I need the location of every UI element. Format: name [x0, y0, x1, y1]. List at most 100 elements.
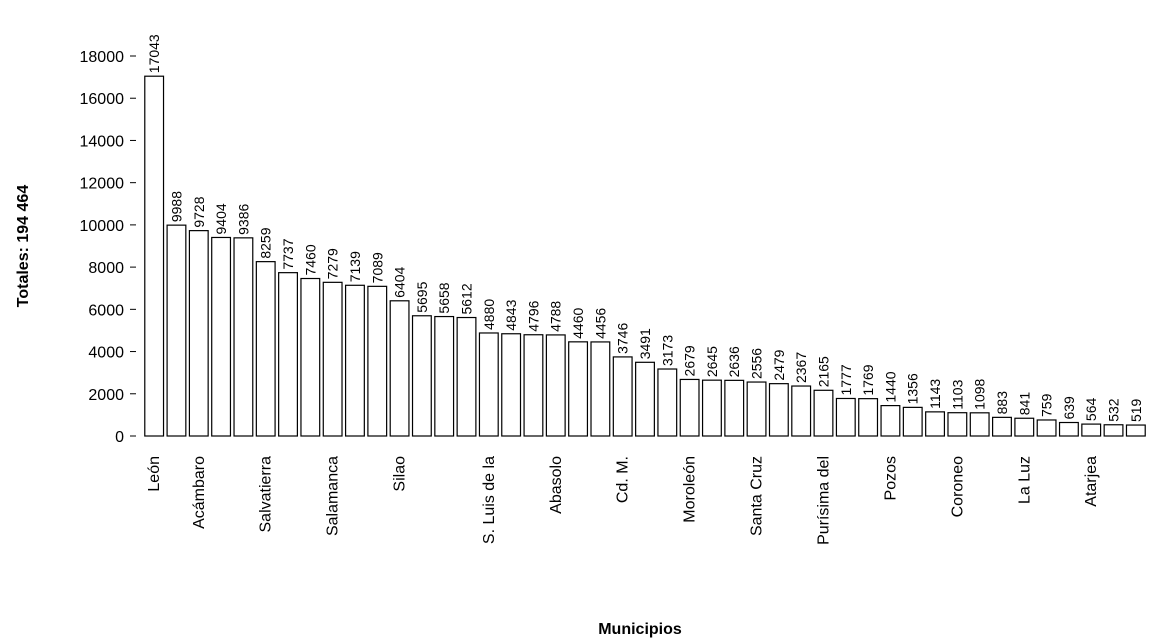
- data-label: 9728: [191, 196, 207, 227]
- bar: [724, 379, 745, 437]
- bar: [211, 236, 232, 437]
- y-tick-label: 6000: [88, 302, 124, 319]
- data-label: 7139: [347, 251, 363, 282]
- x-tick-label: Silao: [392, 456, 409, 492]
- data-label: 532: [1106, 398, 1122, 422]
- bar: [568, 341, 589, 437]
- bar: [278, 272, 298, 437]
- data-label: 7460: [302, 244, 318, 275]
- bar: [657, 368, 678, 437]
- y-tick-label: 10000: [80, 218, 125, 235]
- x-tick-label: Moroleón: [682, 456, 699, 523]
- data-label: 2479: [771, 349, 787, 380]
- y-tick-label: 8000: [88, 260, 124, 277]
- bar: [501, 333, 522, 437]
- category-labels: León Acámbaro Salvatierra Salamanca Silao S. …: [146, 456, 1100, 545]
- bar: [992, 416, 1012, 437]
- bar: [635, 361, 655, 437]
- x-tick-label: Salvatierra: [258, 456, 275, 533]
- bar: [1081, 423, 1102, 437]
- data-label: 4788: [548, 301, 564, 332]
- data-label: 3491: [637, 328, 653, 359]
- bar: [166, 224, 187, 437]
- bar: [188, 230, 209, 437]
- x-tick-label: León: [146, 456, 163, 492]
- value-labels: 17043 9988 9728 9404 9386 8259 7737 7460 7279 713…: [146, 34, 1144, 422]
- data-label: 9988: [168, 191, 184, 222]
- bar: [746, 381, 767, 437]
- bar: [813, 389, 834, 437]
- bar: [322, 281, 343, 437]
- data-label: 1098: [972, 378, 988, 409]
- x-tick-label: Santa Cruz: [749, 456, 766, 536]
- data-label: 4880: [481, 299, 497, 330]
- data-label: 8259: [258, 227, 274, 258]
- bar: [835, 397, 856, 437]
- x-tick-label: Acámbaro: [191, 456, 208, 529]
- data-label: 2679: [682, 345, 698, 376]
- x-axis-title: Municipios: [598, 621, 682, 638]
- bar: [255, 261, 276, 437]
- bar: [478, 332, 499, 437]
- data-label: 2556: [749, 348, 765, 379]
- data-label: 1143: [927, 379, 943, 409]
- x-tick-label: Cd. M.: [615, 456, 632, 503]
- bar: [434, 315, 455, 437]
- x-tick-label: S. Luis de la: [481, 456, 498, 544]
- bar: [144, 75, 165, 437]
- x-tick-label: Pozos: [882, 456, 899, 500]
- bar: [858, 398, 879, 437]
- data-label: 5612: [459, 283, 475, 314]
- y-axis-title: Totales: 194 464: [15, 185, 32, 308]
- y-axis: 0 2000 4000 6000 8000 10000 12000 14000 16000 180…: [80, 49, 136, 446]
- data-label: 1103: [949, 379, 965, 409]
- data-label: 7089: [369, 252, 385, 283]
- bar: [947, 412, 968, 437]
- data-label: 9404: [213, 203, 229, 234]
- data-label: 5695: [414, 281, 430, 312]
- y-tick-label: 4000: [88, 345, 124, 362]
- data-label: 4460: [570, 307, 586, 338]
- data-label: 1356: [905, 373, 921, 404]
- y-tick-label: 16000: [80, 91, 125, 108]
- bar: [300, 277, 321, 437]
- x-tick-label: Salamanca: [325, 456, 342, 536]
- data-label: 2367: [793, 352, 809, 383]
- x-tick-label: Atarjea: [1083, 456, 1100, 507]
- bar: [344, 284, 365, 437]
- bar: [456, 316, 477, 437]
- bar: [389, 300, 410, 437]
- bar: [925, 411, 946, 437]
- data-label: 1777: [838, 364, 854, 395]
- data-label: 759: [1039, 393, 1055, 417]
- bar: [367, 285, 388, 437]
- bar: [1058, 421, 1079, 437]
- bar: [1103, 424, 1124, 437]
- data-label: 5658: [436, 282, 452, 313]
- data-label: 4843: [503, 299, 519, 330]
- data-label: 883: [994, 391, 1010, 415]
- bar: [590, 341, 611, 437]
- x-tick-label: Abasolo: [548, 456, 565, 514]
- bar: [233, 237, 254, 437]
- data-label: 3173: [659, 335, 675, 366]
- data-label: 7279: [325, 248, 341, 279]
- data-label: 3746: [615, 323, 631, 354]
- bar: [612, 356, 633, 437]
- y-tick-label: 0: [115, 429, 124, 446]
- bar: [545, 334, 566, 437]
- y-tick-label: 14000: [80, 133, 125, 150]
- data-label: 4796: [525, 300, 541, 331]
- data-label: 841: [1016, 392, 1032, 416]
- bar: [1036, 419, 1057, 437]
- data-label: 2645: [704, 346, 720, 377]
- data-label: 639: [1061, 396, 1077, 420]
- bar: [411, 315, 432, 437]
- x-tick-label: La Luz: [1016, 456, 1033, 504]
- bar: [902, 406, 923, 437]
- bar: [880, 405, 901, 437]
- data-label: 519: [1128, 398, 1144, 422]
- bar: [679, 378, 700, 437]
